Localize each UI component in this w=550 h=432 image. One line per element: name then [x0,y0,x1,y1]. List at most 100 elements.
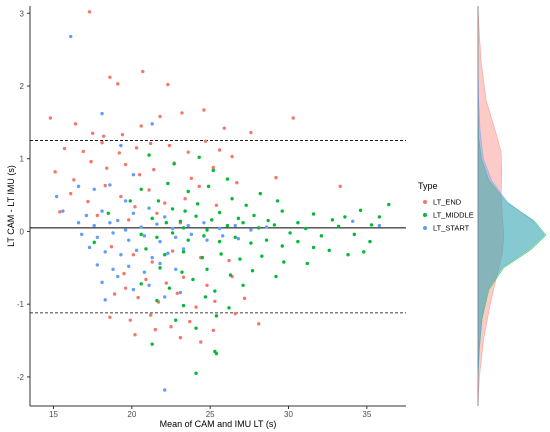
point-lt-middle [206,184,211,189]
point-lt-start [116,274,120,279]
point-lt-end [136,295,140,300]
point-lt-start [116,218,120,223]
point-lt-middle [92,240,96,245]
point-lt-start [100,111,104,116]
point-lt-middle [346,253,350,257]
point-lt-start [87,245,92,250]
point-lt-end [150,260,154,264]
point-lt-start [103,298,107,302]
point-lt-middle [244,203,248,207]
point-lt-middle [139,187,143,191]
point-lt-start [54,194,59,199]
y-tick-label: 1 [20,155,25,164]
point-lt-end [128,318,132,322]
point-lt-middle [241,283,245,287]
point-lt-end [89,159,93,164]
point-lt-middle [272,223,277,227]
point-lt-middle [194,371,198,375]
point-lt-middle [238,257,242,261]
point-lt-middle [180,270,184,274]
point-lt-start [178,290,183,295]
y-ticks: -2 -1 0 1 2 3 [17,9,30,382]
point-lt-middle [203,295,208,299]
point-lt-middle [311,245,316,250]
point-lt-end [178,335,183,340]
point-lt-start [163,388,167,392]
point-lt-end [123,286,128,290]
point-lt-middle [362,250,366,254]
point-lt-start [205,238,209,242]
point-lt-end [203,139,208,143]
point-lt-end [274,175,278,180]
point-lt-start [166,251,170,255]
point-lt-end [194,305,198,309]
point-lt-middle [387,202,391,207]
point-lt-end [233,311,237,316]
point-lt-end [163,201,167,205]
point-lt-end [167,143,172,148]
point-lt-middle [249,241,253,245]
point-lt-start [61,209,65,213]
density-lt-end [477,5,505,407]
point-lt-middle [217,210,222,215]
point-lt-middle [210,218,214,222]
point-lt-start [119,253,123,257]
point-lt-end [81,149,85,154]
point-lt-middle [233,235,237,239]
point-lt-middle [266,218,270,223]
y-tick-label: -1 [17,300,25,309]
point-lt-end [53,170,57,174]
point-lt-middle [274,274,278,279]
point-lt-end [181,275,186,279]
point-lt-middle [288,231,292,235]
point-lt-start [69,34,73,39]
point-lt-end [189,176,194,181]
x-ticks: 15 20 25 30 35 [49,406,372,419]
point-lt-end [112,292,117,296]
point-lt-middle [260,254,264,258]
point-lt-end [86,199,90,204]
point-lt-end [199,340,203,344]
point-lt-start [186,223,190,228]
point-lt-middle [150,342,154,346]
y-axis-label: LT CAM - LT IMU (s) [6,165,16,247]
point-lt-middle [139,232,143,237]
point-lt-middle [230,197,234,201]
reference-lines [30,140,406,314]
point-lt-start [174,267,178,271]
point-lt-start [163,295,167,299]
point-lt-end [147,188,151,192]
point-lt-middle [195,202,200,206]
legend-label-lt-start: LT_START [433,224,470,233]
point-lt-start [123,228,128,232]
point-lt-start [76,221,81,225]
point-lt-end [257,322,261,326]
point-lt-middle [144,247,148,251]
density-lt-start [477,6,545,406]
point-lt-start [139,225,143,229]
point-lt-middle [150,216,154,221]
point-lt-middle [172,162,176,166]
point-lt-middle [236,216,241,221]
point-lt-start [123,199,128,203]
y-tick-label: 2 [20,82,25,91]
point-lt-end [180,111,184,115]
point-lt-end [73,122,78,126]
point-lt-end [48,116,53,120]
point-lt-end [148,141,153,146]
marginal-density-panel [477,5,547,407]
point-lt-middle [178,219,183,223]
point-lt-end [217,148,222,152]
point-lt-middle [167,286,172,290]
legend-marker-lt-end [423,200,427,204]
point-lt-end [188,319,192,324]
y-tick-label: -2 [17,373,25,382]
point-lt-end [186,150,190,154]
point-lt-middle [264,238,269,242]
point-lt-middle [227,306,231,310]
point-lt-middle [275,199,280,203]
point-lt-start [233,223,237,228]
point-lt-middle [170,231,175,235]
point-lt-middle [252,213,256,218]
